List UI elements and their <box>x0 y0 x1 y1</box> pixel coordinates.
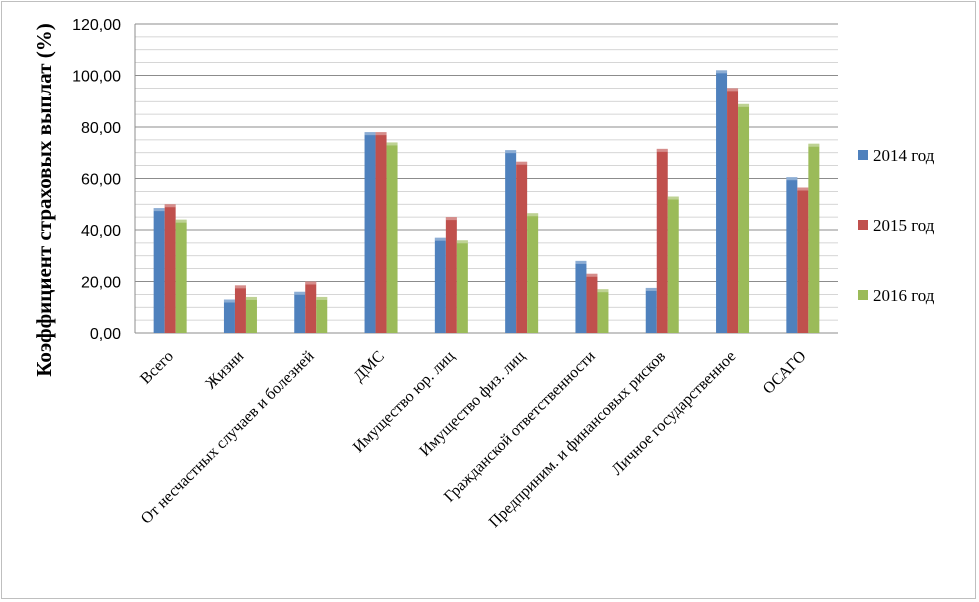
bar-3-2 <box>386 142 398 333</box>
bar-highlight <box>445 217 457 221</box>
bar-highlight <box>797 187 809 191</box>
bar-2-0 <box>294 291 306 333</box>
bar-4-2 <box>456 240 468 333</box>
legend-label: 2016 год <box>873 286 935 305</box>
bar-8-0 <box>716 70 728 333</box>
bar-5-0 <box>505 150 517 333</box>
bar-5-1 <box>516 161 528 333</box>
x-category-label: Всего <box>137 348 177 388</box>
bar-highlight <box>234 285 246 289</box>
x-category-label: Жизни <box>202 347 247 392</box>
x-category-label: ДМС <box>351 348 388 385</box>
legend: 2014 год 2015 год 2016 год <box>858 146 935 305</box>
bar-highlight <box>516 161 528 165</box>
bars <box>153 70 820 333</box>
bar-highlight <box>164 204 176 208</box>
x-category-label: Личное государственное <box>608 348 739 479</box>
bar-highlight <box>375 132 387 136</box>
bar-2-1 <box>305 281 317 333</box>
y-axis-label: Коэффициент страховых выплат (%) <box>32 23 56 377</box>
bar-highlight <box>667 196 679 200</box>
bar-highlight <box>505 150 517 154</box>
y-tick-label: 0,00 <box>90 326 121 343</box>
bar-highlight <box>716 70 728 74</box>
bar-9-1 <box>797 187 809 333</box>
bar-6-1 <box>586 273 598 333</box>
bar-7-2 <box>667 196 679 333</box>
bar-highlight <box>223 299 235 303</box>
bar-highlight <box>727 88 739 92</box>
y-tick-label: 100,00 <box>72 69 121 86</box>
bar-highlight <box>294 291 306 295</box>
bar-highlight <box>786 177 798 181</box>
bar-9-0 <box>786 177 798 333</box>
bar-highlight <box>656 148 668 152</box>
bar-0-0 <box>153 208 165 333</box>
bar-8-2 <box>738 103 750 333</box>
bar-1-1 <box>234 285 246 333</box>
bar-highlight <box>364 132 376 136</box>
x-category-label: Гражданской ответственности <box>441 348 599 506</box>
legend-swatch <box>858 150 868 160</box>
bar-4-0 <box>434 237 446 333</box>
y-tick-label: 120,00 <box>72 17 121 34</box>
bar-highlight <box>305 281 317 285</box>
legend-label: 2014 год <box>873 146 935 165</box>
y-tick-label: 20,00 <box>81 275 121 292</box>
bar-highlight <box>153 208 165 212</box>
legend-swatch <box>858 220 868 230</box>
bar-1-0 <box>223 299 235 333</box>
bar-highlight <box>575 260 587 264</box>
y-tick-labels: 0,00 20,00 40,00 60,00 80,00 100,00 120,00 <box>72 17 121 343</box>
bar-highlight <box>645 287 657 291</box>
y-tick-label: 60,00 <box>81 172 121 189</box>
bar-3-1 <box>375 132 387 333</box>
bar-highlight <box>527 213 539 217</box>
bar-0-1 <box>164 204 176 333</box>
bar-highlight <box>597 289 609 293</box>
bar-highlight <box>456 240 468 244</box>
legend-swatch <box>858 290 868 300</box>
bar-highlight <box>386 142 398 146</box>
x-category-label: ОСАГО <box>760 348 810 398</box>
bar-3-0 <box>364 132 376 333</box>
bar-highlight <box>175 219 187 223</box>
bar-highlight <box>808 143 820 147</box>
bar-7-0 <box>645 287 657 333</box>
bar-highlight <box>586 273 598 277</box>
legend-label: 2015 год <box>873 216 935 235</box>
bar-highlight <box>245 296 257 300</box>
bar-8-1 <box>727 88 739 333</box>
bar-highlight <box>316 296 328 300</box>
bar-highlight <box>434 237 446 241</box>
bar-highlight <box>738 103 750 107</box>
bar-5-2 <box>527 213 539 333</box>
bar-6-2 <box>597 289 609 333</box>
bar-2-2 <box>316 296 328 333</box>
bar-4-1 <box>445 217 457 333</box>
bar-7-1 <box>656 148 668 333</box>
bar-0-2 <box>175 219 187 333</box>
bar-9-2 <box>808 143 820 333</box>
y-tick-label: 40,00 <box>81 223 121 240</box>
bar-6-0 <box>575 260 587 333</box>
y-tick-label: 80,00 <box>81 120 121 137</box>
bar-1-2 <box>245 296 257 333</box>
